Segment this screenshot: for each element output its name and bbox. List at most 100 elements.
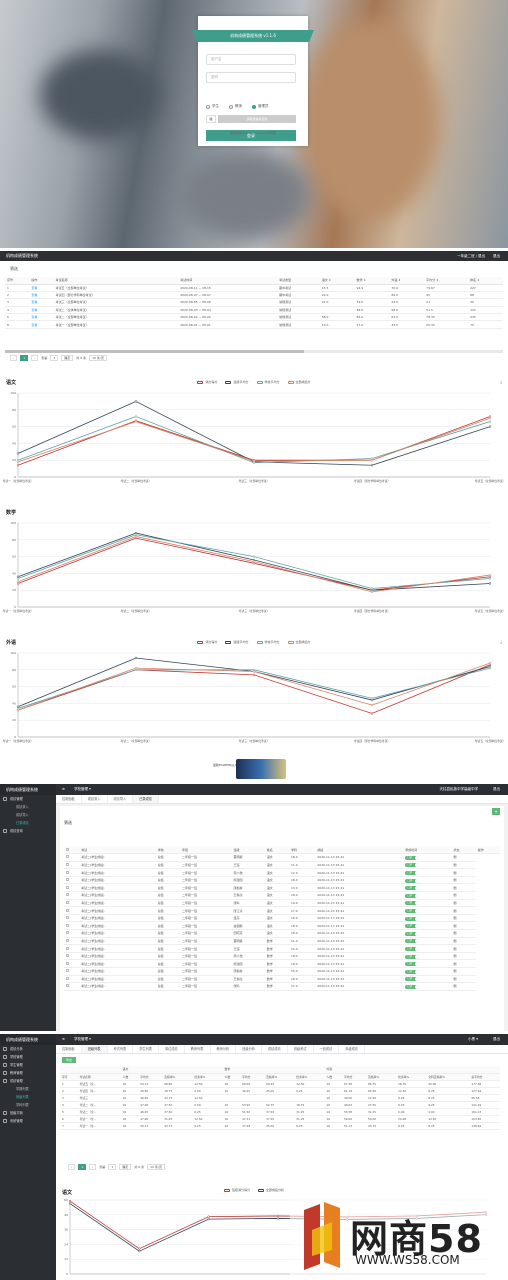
status-toggle[interactable]: 已录 — [405, 954, 420, 959]
column-header[interactable]: 状态 — [451, 846, 476, 855]
column-header[interactable]: 考试 — [79, 846, 156, 855]
row-select[interactable] — [64, 906, 80, 915]
menu-toggle-icon[interactable]: ≡ — [62, 1037, 65, 1041]
row-checkbox[interactable] — [66, 946, 69, 950]
status-toggle[interactable]: 已录 — [405, 863, 420, 868]
sidebar-item[interactable]: 班级平衡 — [0, 1109, 56, 1117]
column-header[interactable]: 人数 — [324, 1073, 342, 1081]
column-header[interactable]: 人数 — [120, 1073, 139, 1081]
username-input[interactable]: 用户名 — [206, 54, 296, 65]
view-link[interactable]: 查看 — [29, 320, 54, 329]
row-checkbox[interactable] — [66, 893, 69, 897]
column-header[interactable]: 人数 — [222, 1073, 241, 1081]
sidebar-item[interactable]: 系统管理 — [0, 1117, 56, 1125]
sidebar-item[interactable]: 学校管理 — [0, 1053, 56, 1061]
row-checkbox[interactable] — [66, 931, 69, 935]
column-header[interactable]: 平均分 ↕ — [424, 277, 469, 285]
status-toggle[interactable]: 已录 — [405, 886, 420, 891]
tab[interactable]: 成绩导入 — [108, 795, 134, 803]
delete-link[interactable]: 删 — [451, 975, 476, 984]
tab[interactable]: 学生列表 — [133, 1045, 159, 1053]
sidebar-item[interactable]: 成绩分析 — [0, 1045, 56, 1053]
column-header[interactable]: 全科及格率% — [426, 1073, 470, 1081]
status-toggle[interactable]: 已录 — [405, 977, 420, 982]
delete-link[interactable]: 删 — [451, 921, 476, 931]
row-select[interactable] — [64, 952, 80, 961]
tab[interactable]: 班级考试 — [288, 1045, 314, 1053]
row-checkbox[interactable] — [66, 923, 69, 927]
legend-item[interactable]: 满分得分 — [197, 380, 217, 384]
download-icon[interactable]: ⤓ — [500, 379, 502, 384]
view-link[interactable]: 查看 — [29, 306, 54, 315]
next-page-button[interactable]: › — [89, 1164, 97, 1170]
delete-link[interactable]: 删 — [451, 876, 476, 885]
row-select[interactable] — [64, 861, 80, 870]
tab[interactable]: 考试列表 — [108, 1045, 134, 1053]
row-select[interactable] — [64, 914, 80, 923]
column-header[interactable]: 年级 — [179, 846, 232, 855]
row-select[interactable] — [64, 891, 80, 900]
user-menu[interactable]: 小黑 ▾ — [468, 1037, 478, 1041]
column-header[interactable]: 数学 ↕ — [354, 277, 390, 285]
sidebar-item[interactable]: 成绩管理 — [0, 795, 56, 803]
sidebar-item[interactable]: 学期列表 — [0, 1085, 56, 1093]
filter-label[interactable]: 筛选 — [64, 820, 72, 825]
column-header[interactable]: 考试时间 — [178, 277, 278, 285]
row-checkbox[interactable] — [66, 954, 69, 958]
delete-link[interactable]: 删 — [451, 959, 476, 968]
delete-link[interactable]: 删 — [451, 883, 476, 893]
delete-link[interactable]: 删 — [451, 937, 476, 946]
sidebar-item[interactable]: 学生管理 — [0, 1061, 56, 1069]
tab[interactable]: 成绩成绩 — [262, 1045, 288, 1053]
column-header[interactable]: 成绩 — [315, 846, 404, 855]
row-select[interactable] — [64, 853, 80, 862]
page-size-select[interactable]: 10 条/页 — [89, 355, 107, 361]
legend-item[interactable]: 满分得分 — [197, 640, 217, 644]
legend-item[interactable]: 全部成绩分 — [287, 380, 311, 384]
logout-link[interactable]: 退出 — [493, 254, 500, 258]
role-radio[interactable]: 学生 — [206, 104, 219, 109]
column-header[interactable]: 学校 — [155, 846, 180, 855]
next-page-button[interactable]: › — [31, 355, 39, 361]
status-toggle[interactable]: 已录 — [405, 947, 420, 952]
row-checkbox[interactable] — [66, 862, 69, 866]
column-header[interactable]: 优秀率% — [396, 1073, 427, 1081]
column-header[interactable]: 平均分 — [240, 1073, 265, 1081]
legend-item[interactable]: 全部成绩分 — [287, 640, 311, 644]
delete-link[interactable]: 删 — [451, 944, 476, 953]
status-toggle[interactable]: 已录 — [405, 962, 420, 967]
delete-link[interactable]: 删 — [451, 929, 476, 938]
tab[interactable]: 教师列表 — [185, 1045, 211, 1053]
delete-link[interactable]: 删 — [451, 982, 476, 991]
delete-link[interactable]: 删 — [451, 868, 476, 877]
tab[interactable]: 年级成绩 — [339, 1045, 365, 1053]
login-button[interactable]: 登录 — [206, 130, 296, 141]
ad-banner[interactable] — [236, 759, 286, 779]
status-toggle[interactable]: 已录 — [405, 855, 420, 860]
page-input[interactable]: 1 — [108, 1164, 117, 1170]
select-all-checkbox[interactable] — [66, 847, 69, 851]
column-header[interactable]: 及格率% — [264, 1073, 295, 1081]
menu-toggle-icon[interactable]: ≡ — [62, 787, 65, 791]
column-header[interactable]: 班级 — [231, 846, 265, 855]
view-link[interactable]: 查看 — [29, 284, 54, 292]
column-header[interactable]: 考试名称 — [77, 1073, 121, 1081]
captcha-button[interactable]: 获取短信验证码 — [218, 115, 296, 123]
page-1-button[interactable]: 1 — [20, 355, 29, 361]
status-toggle[interactable]: 已录 — [405, 939, 420, 944]
row-select[interactable] — [64, 967, 80, 976]
column-header[interactable]: 平均分 — [138, 1073, 163, 1081]
page-input[interactable]: 1 — [50, 355, 59, 361]
go-button[interactable]: 确定 — [61, 355, 74, 361]
row-checkbox[interactable] — [66, 885, 69, 889]
row-checkbox[interactable] — [66, 969, 69, 973]
legend-item[interactable]: 学校平均分 — [256, 380, 280, 384]
filter-label[interactable]: 筛选 — [10, 266, 18, 271]
prev-page-button[interactable]: ‹ — [10, 355, 18, 361]
page-size-select[interactable]: 10 条/页 — [147, 1164, 165, 1170]
sidebar-item[interactable]: 已录成绩 — [0, 819, 56, 827]
legend-item[interactable]: 全部成绩分析 — [258, 1188, 284, 1192]
status-toggle[interactable]: 已录 — [405, 969, 420, 974]
column-header[interactable]: 平均分 — [341, 1073, 366, 1081]
tab[interactable]: 教师分析 — [211, 1045, 237, 1053]
